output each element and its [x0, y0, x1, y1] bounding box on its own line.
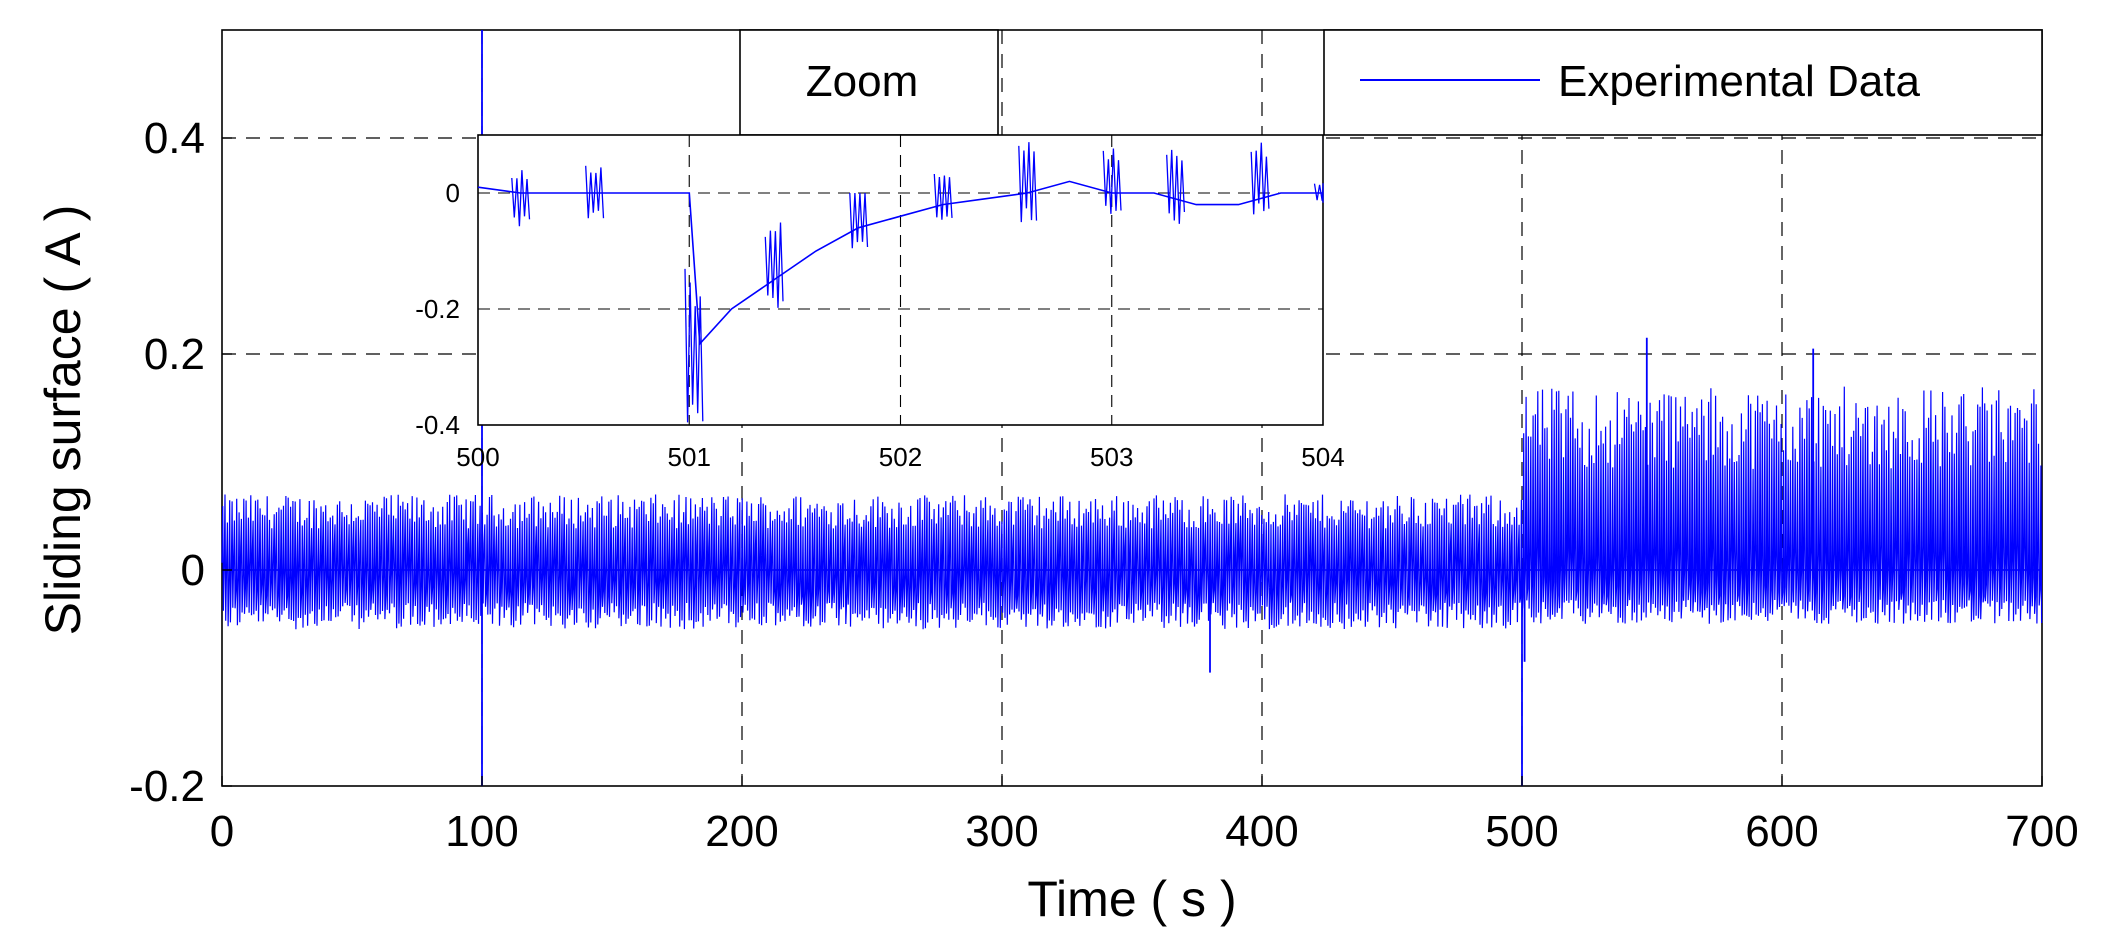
inset-series-burst: [1166, 149, 1186, 224]
main-x-tick-label: 400: [1225, 807, 1298, 856]
inset-x-tick-label: 501: [668, 442, 711, 472]
inset-x-tick-label: 503: [1090, 442, 1133, 472]
inset-x-tick-label: 502: [879, 442, 922, 472]
inset-x-tick-label: 500: [456, 442, 499, 472]
main-y-tick-label: 0: [181, 546, 205, 595]
inset-series-burst: [585, 165, 605, 219]
inset-series-burst: [849, 192, 869, 249]
main-x-tick-label: 0: [210, 807, 234, 856]
main-y-tick-label: -0.2: [129, 762, 205, 811]
legend-box: [1323, 29, 2043, 136]
inset-series-burst: [1250, 142, 1270, 215]
inset-series-burst: [1102, 148, 1122, 214]
main-series-experimental-data: [221, 386, 2043, 630]
legend: Experimental Data: [1323, 29, 2043, 136]
inset-series-burst: [1313, 183, 1324, 203]
main-y-tick-label: 0.4: [144, 114, 205, 163]
inset-y-tick-label: 0: [446, 178, 460, 208]
zoom-annotation: Zoom: [739, 29, 999, 136]
main-x-tick-label: 600: [1745, 807, 1818, 856]
main-x-tick-label: 200: [705, 807, 778, 856]
main-x-tick-label: 100: [445, 807, 518, 856]
inset-y-tick-label: -0.4: [415, 410, 460, 440]
inset-series-burst: [933, 173, 953, 220]
main-x-tick-label: 300: [965, 807, 1038, 856]
inset-series-burst: [511, 170, 531, 227]
inset-x-tick-label: 504: [1301, 442, 1344, 472]
inset-series-burst: [1018, 142, 1038, 223]
main-y-tick-label: 0.2: [144, 330, 205, 379]
y-axis-label: Sliding surface ( A ): [35, 205, 91, 636]
main-x-tick-label: 700: [2005, 807, 2078, 856]
zoom-label: Zoom: [806, 57, 918, 106]
main-x-tick-label: 500: [1485, 807, 1558, 856]
legend-label-experimental-data: Experimental Data: [1558, 57, 1920, 106]
x-axis-label: Time ( s ): [1027, 871, 1236, 927]
inset-series-burst: [764, 222, 784, 308]
inset-series-burst: [684, 268, 704, 423]
inset-y-tick-label: -0.2: [415, 294, 460, 324]
